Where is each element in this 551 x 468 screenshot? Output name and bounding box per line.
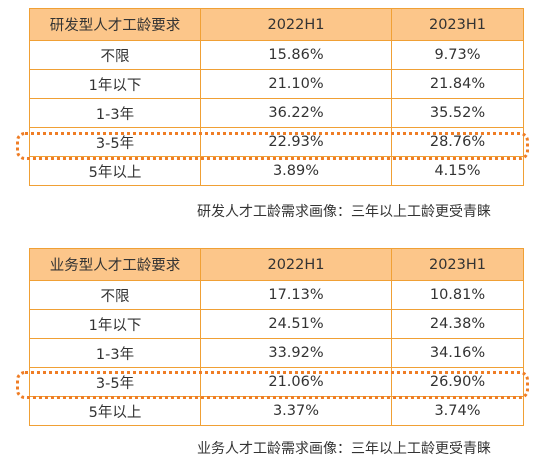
- table-row-highlighted: 3-5年 22.93% 28.76%: [29, 127, 524, 157]
- value-2023h1: 24.38%: [391, 309, 524, 339]
- header-2023h1: 2023H1: [391, 248, 524, 281]
- value-2022h1: 33.92%: [200, 338, 392, 368]
- value-2022h1: 3.89%: [200, 156, 392, 186]
- value-2022h1: 22.93%: [200, 127, 392, 157]
- row-label: 1-3年: [29, 98, 201, 128]
- row-label: 5年以上: [29, 396, 201, 426]
- table-row: 不限 17.13% 10.81%: [29, 280, 524, 310]
- value-2023h1: 4.15%: [391, 156, 524, 186]
- table-row: 1年以下 21.10% 21.84%: [29, 69, 524, 99]
- table-row: 1-3年 36.22% 35.52%: [29, 98, 524, 128]
- table-row: 5年以上 3.89% 4.15%: [29, 156, 524, 186]
- rd-talent-table: 研发型人才工龄要求 2022H1 2023H1 不限 15.86% 9.73% …: [29, 8, 524, 186]
- row-label: 1-3年: [29, 338, 201, 368]
- row-label: 不限: [29, 40, 201, 70]
- table-header-row: 业务型人才工龄要求 2022H1 2023H1: [29, 248, 524, 281]
- value-2023h1: 10.81%: [391, 280, 524, 310]
- value-2022h1: 3.37%: [200, 396, 392, 426]
- table-header-row: 研发型人才工龄要求 2022H1 2023H1: [29, 8, 524, 41]
- value-2023h1: 21.84%: [391, 69, 524, 99]
- value-2022h1: 21.06%: [200, 367, 392, 397]
- value-2023h1: 28.76%: [391, 127, 524, 157]
- header-category: 业务型人才工龄要求: [29, 248, 201, 281]
- header-2022h1: 2022H1: [200, 248, 392, 281]
- header-category: 研发型人才工龄要求: [29, 8, 201, 41]
- table-caption: 业务人才工龄需求画像：三年以上工龄更受青睐: [197, 441, 491, 457]
- value-2023h1: 34.16%: [391, 338, 524, 368]
- row-label: 1年以下: [29, 69, 201, 99]
- row-label: 1年以下: [29, 309, 201, 339]
- value-2022h1: 15.86%: [200, 40, 392, 70]
- table-row: 1-3年 33.92% 34.16%: [29, 338, 524, 368]
- value-2023h1: 3.74%: [391, 396, 524, 426]
- row-label: 3-5年: [29, 367, 201, 397]
- value-2022h1: 21.10%: [200, 69, 392, 99]
- table-row-highlighted: 3-5年 21.06% 26.90%: [29, 367, 524, 397]
- header-2023h1: 2023H1: [391, 8, 524, 41]
- value-2022h1: 24.51%: [200, 309, 392, 339]
- table-row: 1年以下 24.51% 24.38%: [29, 309, 524, 339]
- value-2023h1: 35.52%: [391, 98, 524, 128]
- row-label: 3-5年: [29, 127, 201, 157]
- table-row: 5年以上 3.37% 3.74%: [29, 396, 524, 426]
- header-2022h1: 2022H1: [200, 8, 392, 41]
- value-2023h1: 9.73%: [391, 40, 524, 70]
- table-caption: 研发人才工龄需求画像：三年以上工龄更受青睐: [197, 204, 491, 220]
- value-2022h1: 17.13%: [200, 280, 392, 310]
- table-row: 不限 15.86% 9.73%: [29, 40, 524, 70]
- business-talent-table: 业务型人才工龄要求 2022H1 2023H1 不限 17.13% 10.81%…: [29, 248, 524, 426]
- row-label: 不限: [29, 280, 201, 310]
- value-2023h1: 26.90%: [391, 367, 524, 397]
- row-label: 5年以上: [29, 156, 201, 186]
- value-2022h1: 36.22%: [200, 98, 392, 128]
